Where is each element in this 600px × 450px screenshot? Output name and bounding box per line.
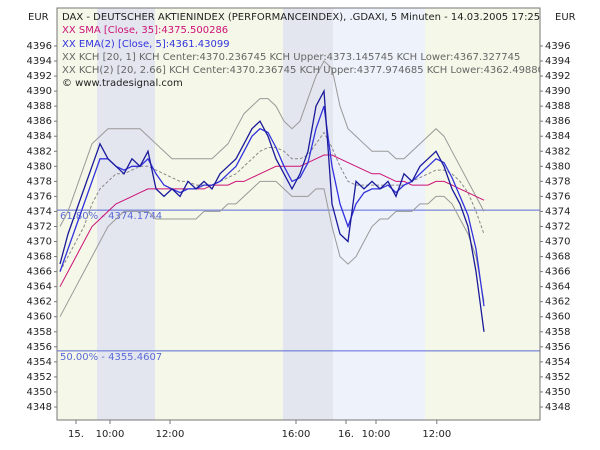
y-tick-label: 4360 — [27, 312, 52, 323]
y-tick-label: 4352 — [27, 372, 52, 383]
unit-label: EUR — [28, 12, 49, 23]
y-tick-label: 4372 — [545, 221, 570, 232]
y-tick-label: 4356 — [545, 342, 570, 353]
y-tick-label: 4396 — [27, 41, 52, 52]
y-tick-label: 4388 — [545, 101, 570, 112]
y-tick-label: 4362 — [27, 297, 52, 308]
legend: DAX - DEUTSCHER AKTIENINDEX (PERFORMANCE… — [62, 12, 550, 89]
series-line — [59, 180, 485, 317]
y-tick-label: 4364 — [545, 282, 570, 293]
y-tick-label: 4364 — [27, 282, 52, 293]
y-tick-label: 4358 — [27, 327, 52, 338]
x-tick-label: 15. — [68, 429, 84, 440]
legend-entry: XX SMA [Close, 35]:4375.500286 — [62, 25, 228, 36]
y-tick-label: 4362 — [545, 297, 570, 308]
y-tick-label: 4348 — [545, 402, 570, 413]
series-line — [59, 154, 485, 287]
y-tick-label: 4386 — [27, 116, 52, 127]
y-tick-label: 4352 — [545, 372, 570, 383]
y-tick-label: 4356 — [27, 342, 52, 353]
y-tick-label: 4372 — [27, 221, 52, 232]
x-tick-label: 10:00 — [96, 429, 125, 440]
y-tick-label: 4396 — [545, 41, 570, 52]
x-tick-label: 10:00 — [362, 429, 391, 440]
y-tick-label: 4360 — [545, 312, 570, 323]
y-tick-label: 4378 — [545, 176, 570, 187]
y-tick-label: 4354 — [545, 357, 570, 368]
y-tick-label: 4394 — [27, 56, 52, 67]
y-tick-label: 4382 — [27, 146, 52, 157]
y-tick-label: 4380 — [545, 161, 570, 172]
x-tick-label: 16:00 — [282, 429, 311, 440]
x-tick-label: 16. — [338, 429, 354, 440]
legend-entry: XX KCH(2) [20, 2.66] KCH Center:4370.236… — [62, 65, 550, 76]
y-tick-label: 4370 — [27, 237, 52, 248]
y-tick-label: 4390 — [27, 86, 52, 97]
series-line — [59, 88, 485, 332]
y-tick-label: 4358 — [545, 327, 570, 338]
series-line — [59, 60, 485, 227]
y-tick-label: 4378 — [27, 176, 52, 187]
y-tick-label: 4388 — [27, 101, 52, 112]
chart-title: DAX - DEUTSCHER AKTIENINDEX (PERFORMANCE… — [62, 12, 540, 23]
legend-entry: XX KCH [20, 1] KCH Center:4370.236745 KC… — [62, 52, 520, 63]
y-tick-label: 4394 — [545, 56, 570, 67]
y-tick-label: 4350 — [27, 387, 52, 398]
y-tick-label: 4374 — [27, 206, 52, 217]
y-tick-label: 4382 — [545, 146, 570, 157]
plot: 61.80% - 4374.1744 50.00% - 4355.4607 — [57, 60, 540, 363]
credit: © www.tradesignal.com — [62, 78, 183, 89]
y-tick-label: 4384 — [545, 131, 570, 142]
y-tick-label: 4368 — [27, 252, 52, 263]
y-tick-label: 4376 — [27, 191, 52, 202]
y-tick-label: 4366 — [545, 267, 570, 278]
legend-entry: XX EMA(2) [Close, 5]:4361.43099 — [62, 39, 230, 50]
plot-frame — [56, 7, 541, 421]
y-tick-label: 4366 — [27, 267, 52, 278]
y-tick-label: 4370 — [545, 237, 570, 248]
level-label: 50.00% - 4355.4607 — [60, 352, 162, 363]
y-tick-label: 4350 — [545, 387, 570, 398]
y-tick-label: 4384 — [27, 131, 52, 142]
x-tick-label: 12:00 — [422, 429, 451, 440]
y-tick-label: 4386 — [545, 116, 570, 127]
y-tick-label: 4392 — [27, 71, 52, 82]
y-tick-label: 4348 — [27, 402, 52, 413]
y-tick-label: 4380 — [27, 161, 52, 172]
y-tick-label: 4392 — [545, 71, 570, 82]
y-tick-label: 4376 — [545, 191, 570, 202]
x-tick-label: 12:00 — [156, 429, 185, 440]
y-tick-label: 4354 — [27, 357, 52, 368]
unit-label: EUR — [555, 12, 576, 23]
y-tick-label: 4390 — [545, 86, 570, 97]
y-tick-label: 4368 — [545, 252, 570, 263]
y-tick-label: 4374 — [545, 206, 570, 217]
level-label: 61.80% - 4374.1744 — [60, 211, 162, 222]
